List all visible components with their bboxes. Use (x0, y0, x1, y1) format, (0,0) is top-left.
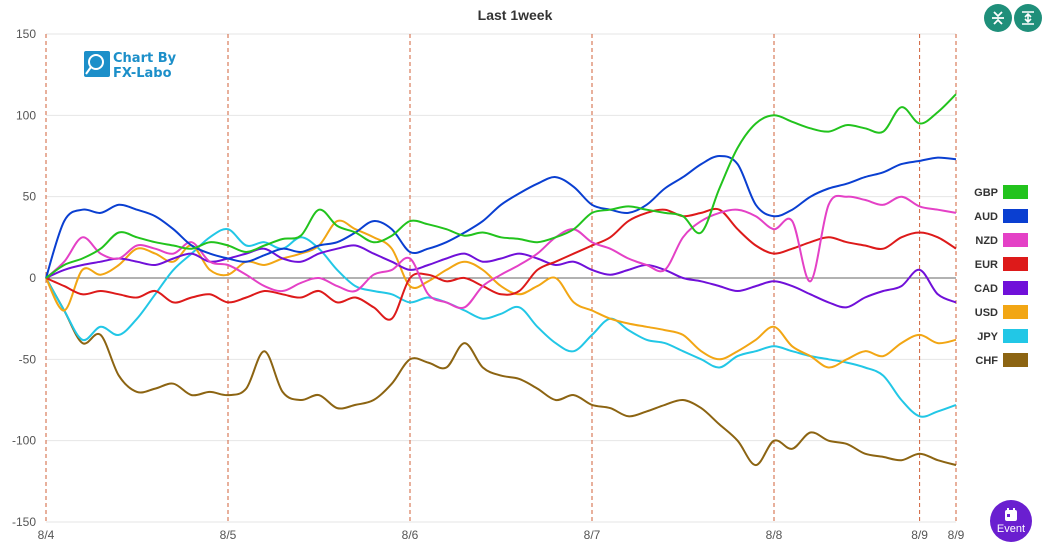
chart-title: Last 1week (478, 7, 553, 23)
series-line-gbp (45, 93, 957, 279)
y-tick-label: -100 (12, 434, 36, 448)
series-line-usd (45, 219, 957, 369)
y-tick-label: 100 (16, 108, 36, 122)
y-tick-label: 0 (29, 271, 36, 285)
series-line-chf (45, 277, 957, 467)
series-lines (45, 93, 957, 467)
expand-icon (1022, 11, 1034, 25)
legend-label-usd: USD (975, 307, 998, 319)
legend-swatch-usd (1003, 305, 1028, 319)
legend-label-jpy: JPY (977, 331, 998, 343)
expand-button[interactable] (1014, 4, 1042, 32)
y-tick-label: -150 (12, 515, 36, 529)
legend-swatch-eur (1003, 257, 1028, 271)
legend-label-nzd: NZD (975, 235, 998, 247)
collapse-icon (992, 11, 1004, 25)
legend-swatch-gbp (1003, 185, 1028, 199)
y-tick-label: -50 (19, 352, 37, 366)
legend-label-aud: AUD (974, 211, 998, 223)
y-tick-label: 150 (16, 27, 36, 41)
x-tick-label: 8/5 (220, 528, 237, 542)
logo-line1: Chart By (113, 51, 177, 66)
series-line-cad (45, 244, 957, 309)
legend-swatch-aud (1003, 209, 1028, 223)
legend-swatch-cad (1003, 281, 1028, 295)
event-label: Event (996, 522, 1026, 535)
calendar-icon (1005, 507, 1017, 521)
x-tick-label: 8/4 (38, 528, 55, 542)
event-button[interactable]: Event (990, 500, 1032, 542)
legend: GBP AUD NZD EUR CAD USD JPY CHF (974, 185, 1028, 367)
legend-label-gbp: GBP (974, 187, 998, 199)
legend-swatch-chf (1003, 353, 1028, 367)
magnifier-icon (88, 54, 104, 70)
series-line-eur (45, 207, 957, 321)
y-tick-label: 50 (23, 190, 37, 204)
x-tick-label: 8/9 (948, 528, 965, 542)
legend-label-eur: EUR (975, 259, 998, 271)
legend-label-cad: CAD (974, 283, 998, 295)
magnifier-handle (85, 66, 92, 75)
legend-swatch-jpy (1003, 329, 1028, 343)
x-tick-label: 8/7 (584, 528, 601, 542)
fx-labo-logo: Chart By FX-Labo (84, 51, 177, 81)
collapse-button[interactable] (984, 4, 1012, 32)
logo-line2: FX-Labo (113, 66, 172, 81)
legend-label-chf: CHF (975, 355, 998, 367)
legend-swatch-nzd (1003, 233, 1028, 247)
grid-lines (46, 33, 956, 523)
x-tick-label: 8/6 (402, 528, 419, 542)
x-tick-label: 8/8 (766, 528, 783, 542)
series-line-aud (45, 155, 957, 279)
x-tick-label: 8/9 (911, 528, 928, 542)
